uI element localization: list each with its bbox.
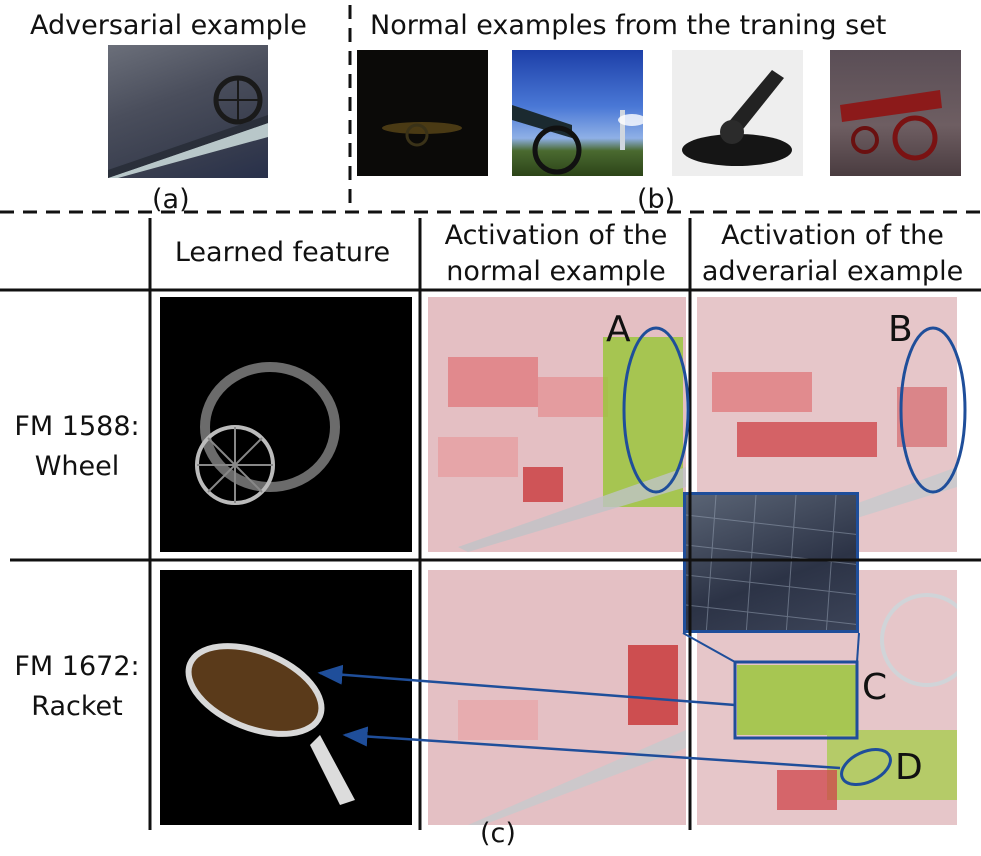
zoom-connector-right [856,632,860,663]
row1-label: FM 1588: Wheel [2,407,152,487]
panel-a-caption: (a) [152,184,190,215]
annotation-ellipse-b [899,326,967,494]
panel-b-caption: (b) [637,184,676,215]
row2-label-line2: Racket [31,691,123,722]
header-normal-activation: Activation of the normal example [444,220,668,287]
zoom-connector-left [682,632,736,663]
marker-a: A [606,309,631,350]
training-image-2 [512,50,643,176]
arrow-c-to-racket-head [317,664,736,707]
training-image-4 [830,50,961,176]
activation-normal-wheel [428,297,686,552]
annotation-ellipse-d [840,748,892,786]
annotation-box-c [733,660,859,740]
row1-label-line2: Wheel [34,451,120,482]
training-image-3 [672,50,803,176]
marker-c: C [862,667,888,708]
row2-label: FM 1672: Racket [2,647,152,727]
header-adversarial-activation: Activation of the adverarial example [701,220,964,287]
learned-feature-wheel [160,297,412,552]
adversarial-example-image [108,45,268,178]
arrow-d-to-racket-handle [342,726,841,770]
marker-d: D [895,747,923,788]
zoom-inset-texture [683,492,859,633]
row2-label-line1: FM 1672: [14,651,140,682]
header-learned-feature: Learned feature [174,237,391,268]
cannon-silhouette [108,75,268,178]
row1-label-line1: FM 1588: [14,411,140,442]
panel-c-caption: (c) [480,818,516,849]
learned-feature-racket [160,570,412,825]
annotation-ellipse-a [622,326,690,494]
panel-b-title: Normal examples from the traning set [370,10,887,41]
marker-b: B [888,309,913,350]
panel-a-title: Adversarial example [30,10,307,41]
training-image-1 [357,50,488,176]
